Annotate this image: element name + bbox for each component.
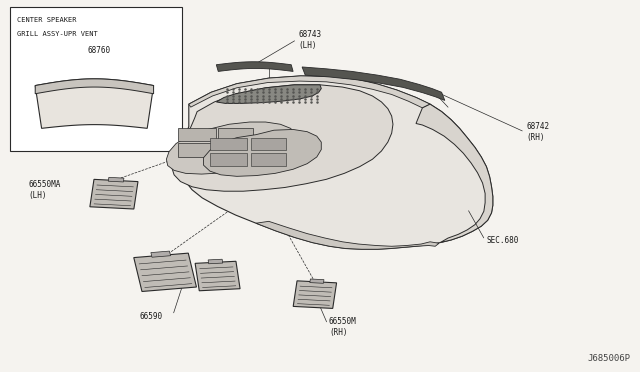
Polygon shape bbox=[216, 62, 293, 71]
Text: 68760: 68760 bbox=[182, 133, 205, 142]
Text: 68760: 68760 bbox=[88, 46, 111, 55]
Polygon shape bbox=[181, 76, 493, 249]
Polygon shape bbox=[35, 79, 154, 128]
Polygon shape bbox=[251, 153, 286, 166]
Polygon shape bbox=[172, 85, 393, 191]
FancyBboxPatch shape bbox=[151, 251, 171, 257]
Polygon shape bbox=[302, 67, 445, 100]
Polygon shape bbox=[189, 76, 430, 108]
Text: SEC.680: SEC.680 bbox=[486, 236, 519, 245]
FancyBboxPatch shape bbox=[208, 259, 223, 264]
Polygon shape bbox=[166, 122, 296, 174]
Polygon shape bbox=[178, 128, 216, 141]
Polygon shape bbox=[416, 104, 493, 243]
Polygon shape bbox=[256, 221, 439, 249]
Polygon shape bbox=[210, 153, 247, 166]
Text: CENTER SPEAKER: CENTER SPEAKER bbox=[17, 17, 77, 23]
Text: 66550M
(RH): 66550M (RH) bbox=[329, 317, 356, 337]
FancyBboxPatch shape bbox=[195, 261, 240, 291]
Text: 66590: 66590 bbox=[140, 312, 163, 321]
Text: GRILL ASSY-UPR VENT: GRILL ASSY-UPR VENT bbox=[17, 31, 98, 36]
Text: 66550MA
(LH): 66550MA (LH) bbox=[29, 180, 61, 200]
FancyBboxPatch shape bbox=[310, 279, 324, 283]
FancyBboxPatch shape bbox=[293, 281, 337, 308]
Polygon shape bbox=[35, 79, 154, 94]
FancyBboxPatch shape bbox=[90, 179, 138, 209]
Polygon shape bbox=[178, 143, 216, 157]
Polygon shape bbox=[251, 138, 286, 150]
Polygon shape bbox=[204, 129, 321, 176]
Text: 68743
(LH): 68743 (LH) bbox=[298, 30, 321, 50]
FancyBboxPatch shape bbox=[108, 177, 124, 182]
Polygon shape bbox=[216, 85, 321, 103]
FancyBboxPatch shape bbox=[10, 7, 182, 151]
Polygon shape bbox=[218, 144, 253, 158]
Polygon shape bbox=[210, 138, 247, 150]
Text: 68742
(RH): 68742 (RH) bbox=[526, 122, 549, 142]
FancyBboxPatch shape bbox=[134, 253, 196, 292]
Polygon shape bbox=[218, 128, 253, 142]
Text: J685006P: J685006P bbox=[588, 354, 630, 363]
